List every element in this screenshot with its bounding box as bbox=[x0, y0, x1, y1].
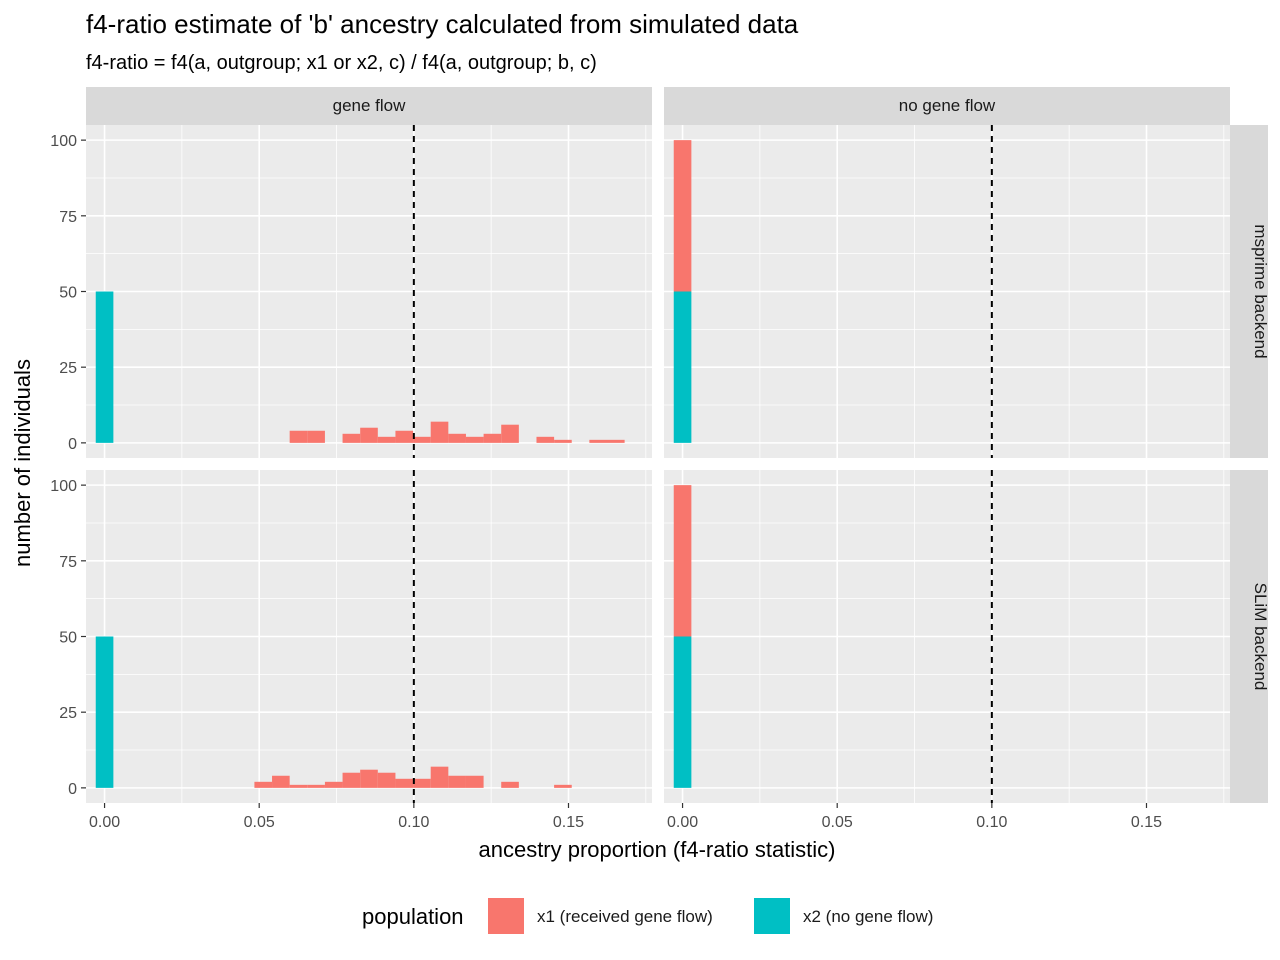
facet-panel bbox=[664, 125, 1230, 458]
histogram-bar-x1 bbox=[342, 433, 361, 443]
histogram-bar-x1 bbox=[430, 421, 449, 443]
histogram-bar-x1 bbox=[554, 439, 572, 443]
column-strip bbox=[664, 87, 1230, 125]
histogram-bar-x1 bbox=[501, 781, 519, 788]
histogram-bar-x1 bbox=[395, 778, 414, 788]
row-strip-label: SLiM backend bbox=[1251, 583, 1270, 691]
histogram-bar-x1 bbox=[395, 430, 414, 443]
column-strip bbox=[86, 87, 652, 125]
y-tick-label: 100 bbox=[50, 133, 77, 150]
legend-key bbox=[488, 898, 524, 934]
histogram-bar-x1 bbox=[483, 433, 502, 443]
row-strip bbox=[1230, 125, 1268, 458]
y-tick-label: 0 bbox=[68, 436, 77, 453]
y-tick-label: 50 bbox=[59, 285, 77, 302]
histogram-bar-x1 bbox=[501, 424, 519, 443]
legend-label: x1 (received gene flow) bbox=[537, 907, 713, 926]
histogram-bar-x1 bbox=[272, 775, 290, 788]
histogram-bar-x1 bbox=[589, 439, 607, 443]
histogram-bar-x2 bbox=[673, 291, 692, 443]
column-strip-label: gene flow bbox=[333, 96, 406, 115]
column-strip-label: no gene flow bbox=[899, 96, 996, 115]
histogram-bar-x2 bbox=[95, 291, 114, 443]
y-tick-label: 75 bbox=[59, 209, 77, 226]
x-tick-label: 0.05 bbox=[822, 814, 853, 831]
histogram-bar-x2 bbox=[95, 636, 114, 788]
histogram-bar-x1 bbox=[554, 784, 572, 788]
histogram-bar-x1 bbox=[448, 433, 466, 443]
y-tick-label: 25 bbox=[59, 705, 77, 722]
histogram-bar-x1 bbox=[307, 430, 325, 443]
histogram-bar-x2 bbox=[673, 636, 692, 788]
histogram-bar-x1 bbox=[377, 772, 396, 788]
y-tick-label: 0 bbox=[68, 781, 77, 798]
histogram-bar-x1 bbox=[413, 436, 431, 443]
histogram-bar-x1 bbox=[342, 772, 361, 788]
x-tick-label: 0.00 bbox=[89, 814, 120, 831]
histogram-bar-x1 bbox=[606, 439, 625, 443]
histogram-bar-x1 bbox=[289, 430, 308, 443]
histogram-bar-x1 bbox=[254, 781, 273, 788]
x-tick-label: 0.15 bbox=[1131, 814, 1162, 831]
legend-title: population bbox=[362, 904, 464, 929]
histogram-bar-x1 bbox=[360, 427, 378, 443]
histogram-bar-x1 bbox=[673, 485, 692, 637]
histogram-bar-x1 bbox=[360, 769, 378, 788]
y-axis-title: number of individuals bbox=[10, 359, 35, 567]
y-tick-label: 25 bbox=[59, 360, 77, 377]
histogram-bar-x1 bbox=[430, 766, 449, 788]
histogram-bar-x1 bbox=[465, 436, 484, 443]
histogram-bar-x1 bbox=[307, 784, 325, 788]
row-strip bbox=[1230, 470, 1268, 803]
x-tick-label: 0.00 bbox=[667, 814, 698, 831]
histogram-bar-x1 bbox=[413, 778, 431, 788]
facet-panel: 0.00 0.05 0.10 0.15 bbox=[664, 470, 1230, 831]
row-strip-label: msprime backend bbox=[1251, 224, 1270, 358]
legend: population x1 (received gene flow) x2 (no… bbox=[362, 898, 933, 934]
histogram-bar-x1 bbox=[536, 436, 555, 443]
chart-subtitle: f4-ratio = f4(a, outgroup; x1 or x2, c) … bbox=[86, 52, 597, 74]
x-tick-label: 0.15 bbox=[553, 814, 584, 831]
facet-panel: 0 25 50 75 100 0.00 0.05 0.10 0.15 bbox=[50, 470, 652, 831]
x-tick-label: 0.10 bbox=[976, 814, 1007, 831]
facet-panel: 0 25 50 75 100 bbox=[50, 125, 652, 458]
chart-title: f4-ratio estimate of 'b' ancestry calcul… bbox=[86, 9, 799, 39]
histogram-bar-x1 bbox=[448, 775, 466, 788]
y-tick-label: 75 bbox=[59, 554, 77, 571]
histogram-bar-x1 bbox=[289, 784, 308, 788]
histogram-bar-x1 bbox=[324, 781, 343, 788]
y-tick-label: 50 bbox=[59, 630, 77, 647]
legend-label: x2 (no gene flow) bbox=[803, 907, 933, 926]
x-tick-label: 0.05 bbox=[244, 814, 275, 831]
x-tick-label: 0.10 bbox=[398, 814, 429, 831]
legend-key bbox=[754, 898, 790, 934]
histogram-bar-x1 bbox=[673, 140, 692, 292]
y-tick-label: 100 bbox=[50, 478, 77, 495]
histogram-bar-x1 bbox=[377, 436, 396, 443]
histogram-bar-x1 bbox=[465, 775, 484, 788]
x-axis-title: ancestry proportion (f4-ratio statistic) bbox=[478, 837, 835, 862]
